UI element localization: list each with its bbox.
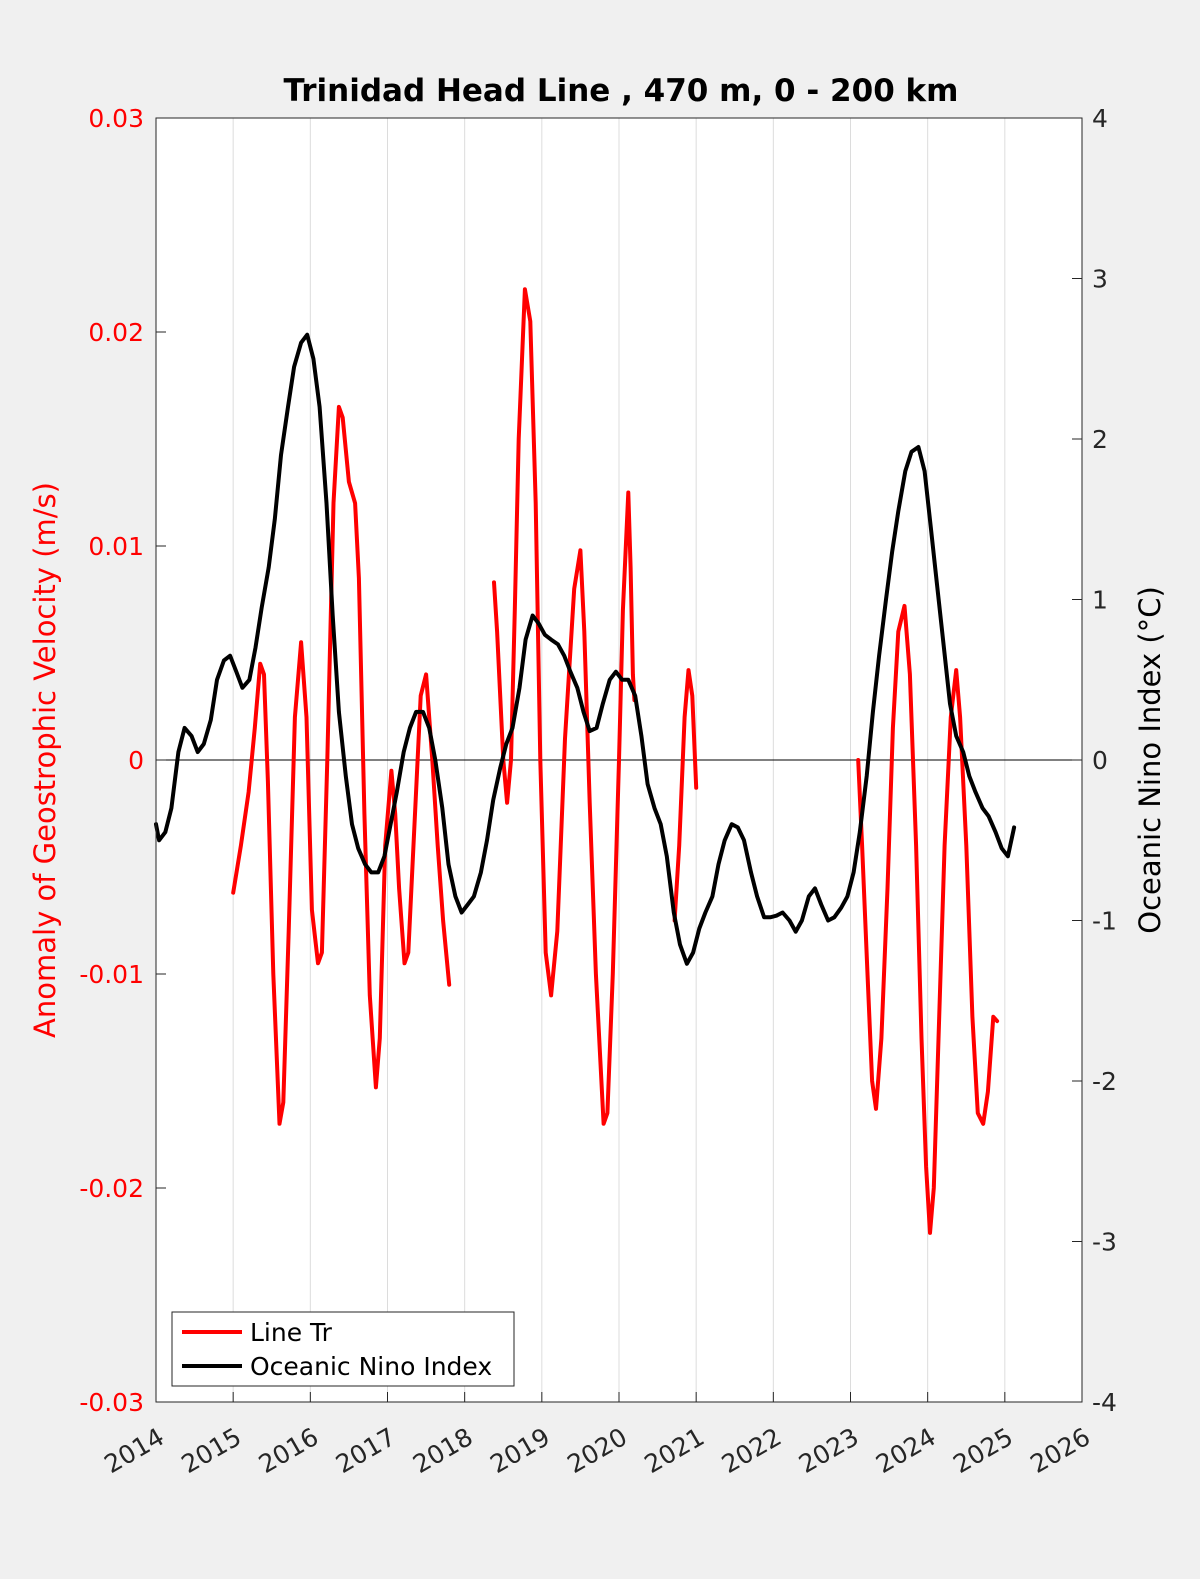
series-line-oceanic-nino-index: [154, 332, 1017, 966]
y-axis-right: -4 -3 -2 -1 0 1 2 3 4: [1072, 104, 1117, 1417]
y-axis-right-label: Oceanic Nino Index (°C): [1133, 586, 1167, 934]
legend-label-oceanic-nino-index: Oceanic Nino Index: [250, 1352, 492, 1381]
y-left-tick-label: -0.02: [79, 1174, 144, 1203]
y-axis-left-label: Anomaly of Geostrophic Velocity (m/s): [28, 482, 62, 1038]
x-tick-label: 2014: [99, 1422, 169, 1479]
x-tick-label: 2021: [640, 1422, 710, 1479]
x-tick-label: 2018: [408, 1422, 478, 1479]
y-left-tick-label: 0.03: [88, 104, 144, 133]
x-tick-label: 2019: [485, 1422, 555, 1479]
y-left-tick-label: 0: [128, 746, 144, 775]
series-line-line-tr: [231, 404, 452, 1126]
y-right-tick-label: 0: [1092, 746, 1108, 775]
y-right-tick-label: -2: [1092, 1067, 1117, 1096]
series-line-line-tr: [492, 287, 637, 1126]
series-line-line-tr: [856, 603, 1000, 1235]
x-tick-label: 2020: [562, 1422, 632, 1479]
y-left-tick-label: 0.01: [88, 532, 144, 561]
x-tick-label: 2022: [717, 1422, 787, 1479]
x-tick-label: 2026: [1025, 1422, 1095, 1479]
y-right-tick-label: 3: [1092, 265, 1108, 294]
x-tick-label: 2025: [948, 1422, 1018, 1479]
x-tick-label: 2016: [254, 1422, 324, 1479]
y-right-tick-label: 1: [1092, 586, 1108, 615]
y-axis-left: -0.03 -0.02 -0.01 0 0.01 0.02 0.03: [79, 104, 166, 1417]
y-right-tick-label: 2: [1092, 425, 1108, 454]
x-tick-label: 2024: [871, 1422, 941, 1479]
legend: Line Tr Oceanic Nino Index: [171, 1311, 515, 1387]
x-axis: 2014 2015 2016 2017 2018 2019 2020 2021 2022 2023…: [99, 1392, 1095, 1479]
y-left-tick-label: 0.02: [88, 318, 144, 347]
y-left-tick-label: -0.03: [79, 1388, 144, 1417]
x-tick-label: 2023: [794, 1422, 864, 1479]
x-tick-label: 2015: [177, 1422, 247, 1479]
y-right-tick-label: -1: [1092, 907, 1117, 936]
y-right-tick-label: 4: [1092, 104, 1108, 133]
legend-label-line-tr: Line Tr: [250, 1318, 333, 1347]
series-line-line-tr: [672, 668, 699, 923]
series-layer: [154, 287, 1017, 1235]
y-left-tick-label: -0.01: [79, 960, 144, 989]
y-right-tick-label: -4: [1092, 1388, 1117, 1417]
chart-title: Trinidad Head Line , 470 m, 0 - 200 km: [284, 73, 959, 109]
x-tick-label: 2017: [331, 1422, 401, 1479]
y-right-tick-label: -3: [1092, 1228, 1117, 1257]
legend-box: [171, 1311, 515, 1387]
